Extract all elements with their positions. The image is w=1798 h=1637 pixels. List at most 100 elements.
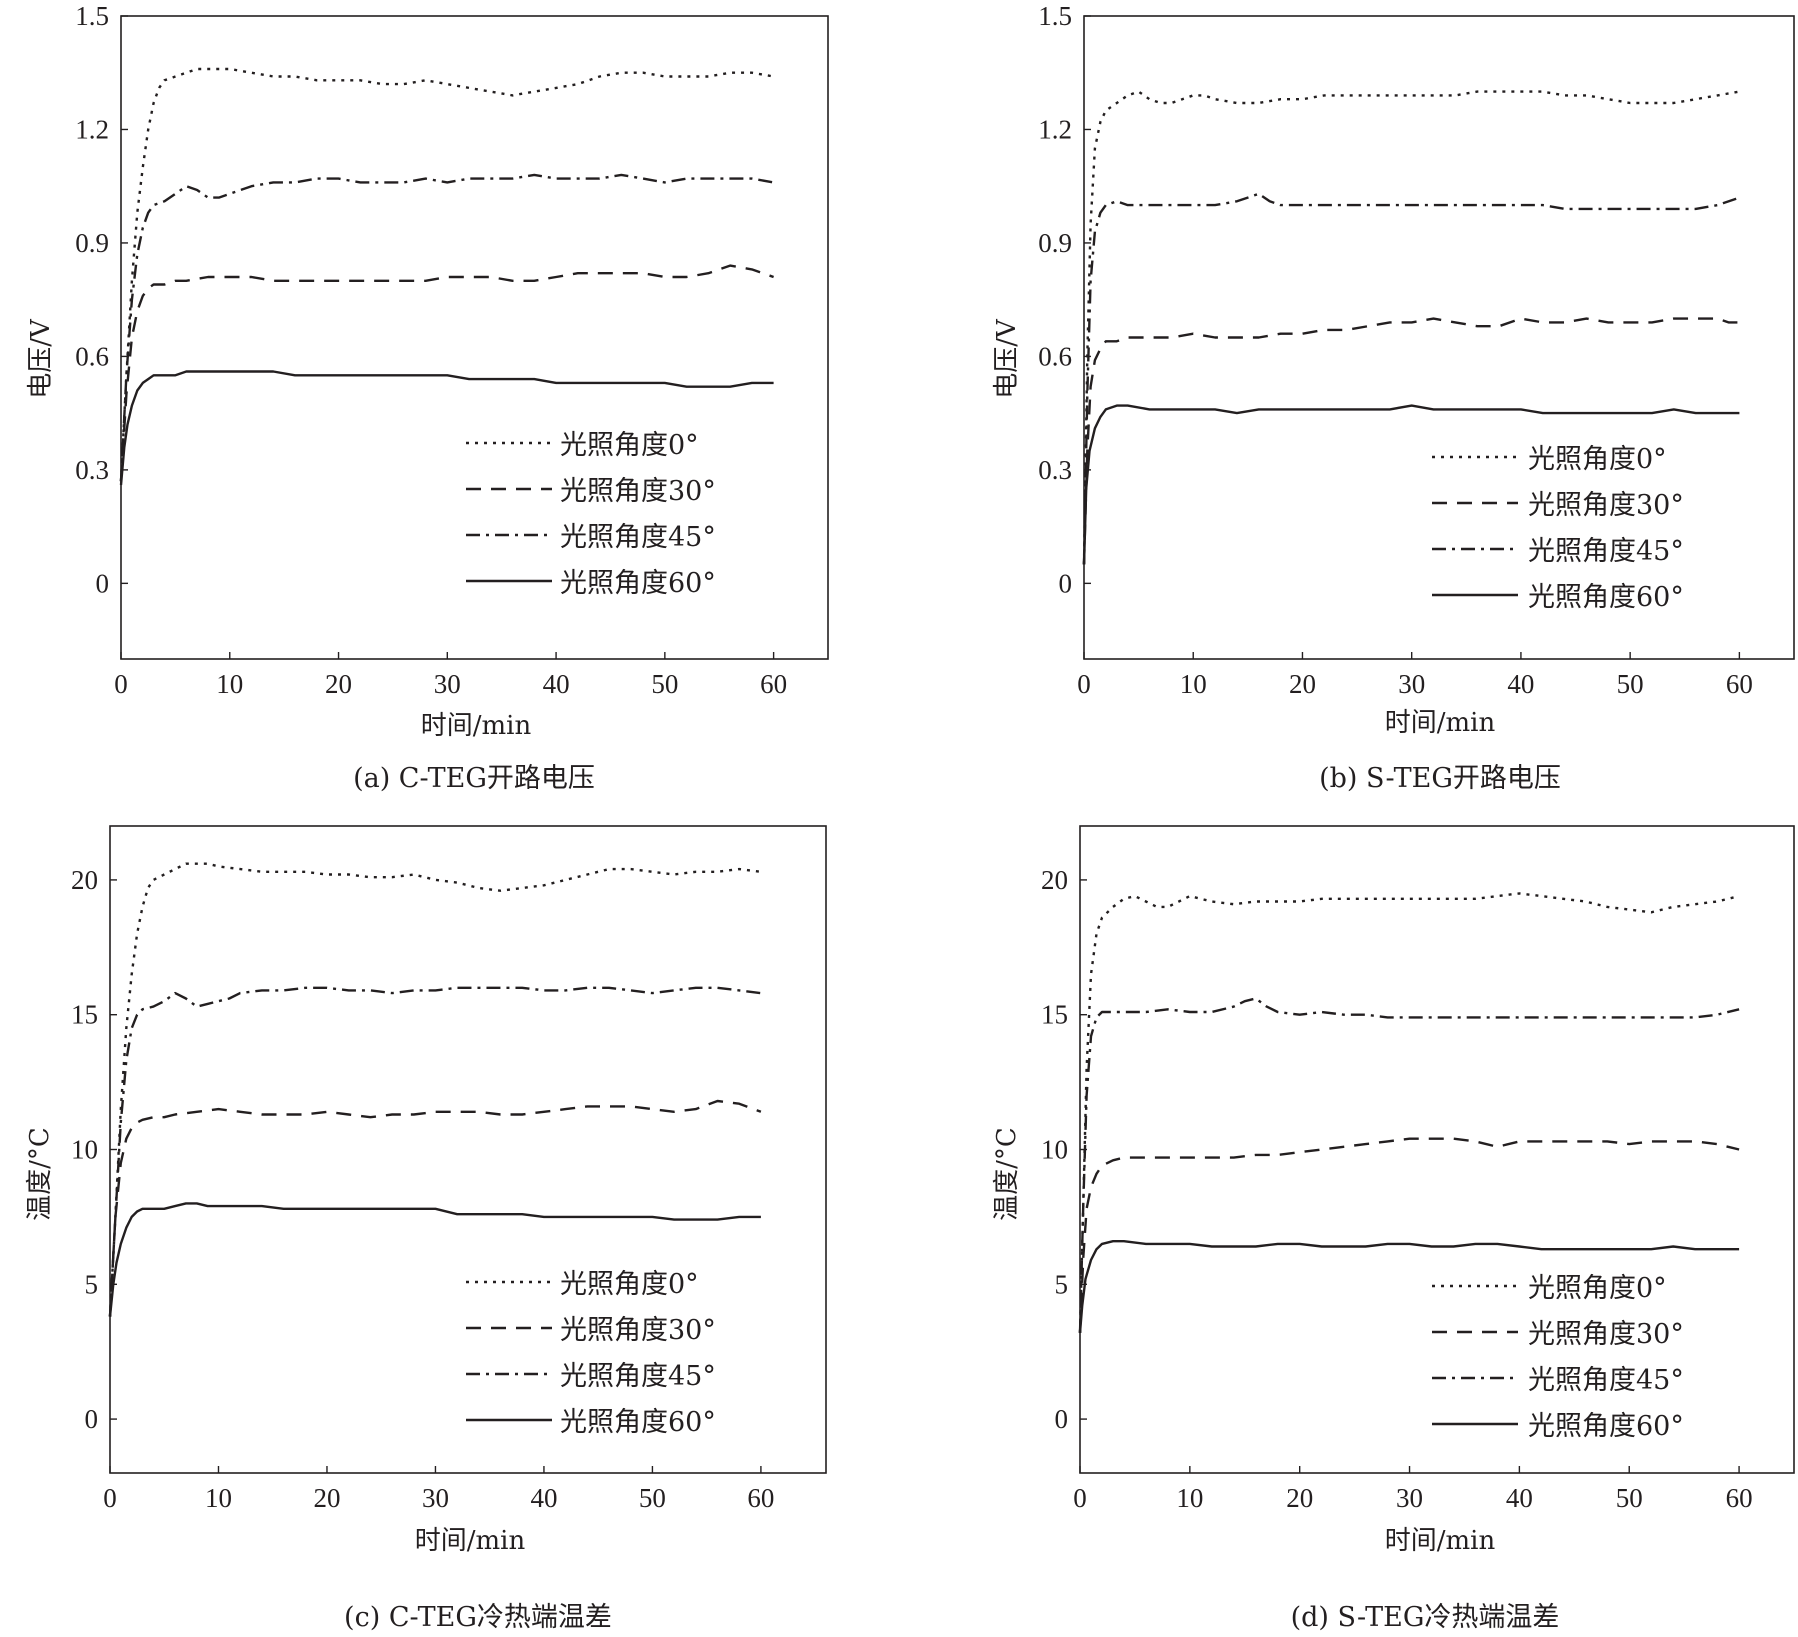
series-line-c-1 — [108, 1099, 762, 1317]
x-tick-label-d-3: 30 — [1396, 1483, 1423, 1513]
series-line-d-3 — [1078, 1240, 1740, 1333]
series-line-a-1 — [119, 264, 774, 482]
x-tick-label-a-6: 60 — [760, 669, 787, 699]
panel-a: 电压/V 时间/min (a) C-TEG开路电压 光照角度0° 光照角度30°… — [26, 1, 829, 794]
y-tick-label-b-4: 1.2 — [1038, 114, 1072, 144]
legend-b-label-3: 光照角度60° — [1528, 582, 1684, 613]
x-tick-label-a-5: 50 — [651, 669, 678, 699]
x-tick-label-b-4: 40 — [1507, 669, 1534, 699]
y-tick-label-a-2: 0.6 — [75, 341, 109, 371]
legend-d-label-1: 光照角度30° — [1528, 1319, 1684, 1350]
legend-a-label-1: 光照角度30° — [560, 476, 716, 507]
series-line-c-0 — [108, 862, 762, 1317]
y-tick-label-d-2: 10 — [1041, 1135, 1068, 1165]
series-line-d-0 — [1078, 892, 1740, 1333]
x-tick-label-a-4: 40 — [543, 669, 570, 699]
legend-a-label-0: 光照角度0° — [560, 430, 699, 461]
legend-b-label-1: 光照角度30° — [1528, 490, 1684, 521]
y-tick-label-c-4: 20 — [71, 865, 98, 895]
ylabel-c: 温度/°C — [25, 1127, 55, 1221]
x-tick-label-b-3: 30 — [1398, 669, 1425, 699]
x-tick-label-b-6: 60 — [1726, 669, 1753, 699]
y-tick-label-b-3: 0.9 — [1038, 228, 1072, 258]
y-tick-label-c-1: 5 — [85, 1269, 99, 1299]
y-tick-label-b-0: 0 — [1059, 568, 1073, 598]
panel-d: 温度/°C 时间/min (d) S-TEG冷热端温差 光照角度0° 光照角度3… — [992, 825, 1795, 1633]
legend-c-label-0: 光照角度0° — [560, 1269, 699, 1300]
legend-b-label-2: 光照角度45° — [1528, 536, 1684, 567]
x-tick-label-a-0: 0 — [114, 669, 128, 699]
x-tick-label-b-2: 20 — [1289, 669, 1316, 699]
y-tick-label-a-4: 1.2 — [75, 114, 109, 144]
y-tick-label-d-4: 20 — [1041, 865, 1068, 895]
y-tick-label-a-1: 0.3 — [75, 455, 109, 485]
legend-a-label-2: 光照角度45° — [560, 522, 716, 553]
x-tick-label-d-4: 40 — [1506, 1483, 1533, 1513]
y-tick-label-d-0: 0 — [1055, 1404, 1069, 1434]
xlabel-b: 时间/min — [1385, 708, 1496, 738]
x-tick-label-b-0: 0 — [1077, 669, 1091, 699]
x-tick-label-c-6: 60 — [747, 1483, 774, 1513]
legend-c-label-3: 光照角度60° — [560, 1407, 716, 1438]
x-tick-label-b-5: 50 — [1617, 669, 1644, 699]
x-tick-label-c-3: 30 — [422, 1483, 449, 1513]
series-line-d-1 — [1078, 1137, 1740, 1333]
plot-frame-d — [1079, 825, 1795, 1474]
x-tick-label-d-5: 50 — [1616, 1483, 1643, 1513]
legend-d: 光照角度0° 光照角度30° 光照角度45° 光照角度60° — [1528, 1273, 1684, 1442]
legend-a: 光照角度0° 光照角度30° 光照角度45° 光照角度60° — [560, 430, 716, 599]
y-tick-label-a-5: 1.5 — [75, 1, 109, 31]
y-tick-label-a-0: 0 — [96, 568, 110, 598]
ylabel-a: 电压/V — [26, 318, 56, 399]
x-tick-label-b-1: 10 — [1180, 669, 1207, 699]
legend-c-label-1: 光照角度30° — [560, 1315, 716, 1346]
ylabel-b: 电压/V — [992, 318, 1022, 399]
series-line-b-3 — [1082, 404, 1740, 565]
x-tick-label-d-6: 60 — [1726, 1483, 1753, 1513]
x-tick-label-c-1: 10 — [205, 1483, 232, 1513]
plot-frame-c — [109, 825, 827, 1474]
y-tick-label-b-2: 0.6 — [1038, 341, 1072, 371]
caption-a: (a) C-TEG开路电压 — [353, 763, 595, 794]
x-tick-label-c-4: 40 — [530, 1483, 557, 1513]
series-line-a-2 — [119, 173, 774, 482]
y-tick-label-c-3: 15 — [71, 1000, 98, 1030]
x-tick-label-a-2: 20 — [325, 669, 352, 699]
legend-d-label-2: 光照角度45° — [1528, 1365, 1684, 1396]
x-tick-label-c-2: 20 — [313, 1483, 340, 1513]
panel-b: 电压/V 时间/min (b) S-TEG开路电压 光照角度0° 光照角度30°… — [992, 1, 1795, 794]
caption-c: (c) C-TEG冷热端温差 — [344, 1602, 612, 1633]
x-tick-label-d-1: 10 — [1176, 1483, 1203, 1513]
legend-a-label-3: 光照角度60° — [560, 568, 716, 599]
series-line-c-3 — [108, 1202, 761, 1317]
series-line-d-2 — [1078, 997, 1740, 1333]
legend-c: 光照角度0° 光照角度30° 光照角度45° 光照角度60° — [560, 1269, 716, 1438]
series-line-b-1 — [1082, 317, 1740, 565]
ylabel-d: 温度/°C — [992, 1127, 1022, 1221]
series-line-a-0 — [119, 67, 774, 482]
legend-d-label-3: 光照角度60° — [1528, 1411, 1684, 1442]
series-line-c-2 — [108, 986, 762, 1317]
y-tick-label-c-2: 10 — [71, 1135, 98, 1165]
y-tick-label-b-1: 0.3 — [1038, 455, 1072, 485]
x-tick-label-d-0: 0 — [1073, 1483, 1087, 1513]
caption-b: (b) S-TEG开路电压 — [1319, 763, 1561, 794]
x-tick-label-a-3: 30 — [434, 669, 461, 699]
y-tick-label-b-5: 1.5 — [1038, 1, 1072, 31]
legend-c-label-2: 光照角度45° — [560, 1361, 716, 1392]
xlabel-a: 时间/min — [421, 711, 532, 741]
caption-d: (d) S-TEG冷热端温差 — [1291, 1602, 1560, 1633]
x-tick-label-a-1: 10 — [216, 669, 243, 699]
x-tick-label-c-5: 50 — [639, 1483, 666, 1513]
y-tick-label-d-1: 5 — [1055, 1269, 1069, 1299]
legend-b-label-0: 光照角度0° — [1528, 444, 1667, 475]
y-tick-label-a-3: 0.9 — [75, 228, 109, 258]
plot-frame-b — [1083, 15, 1795, 660]
x-tick-label-d-2: 20 — [1286, 1483, 1313, 1513]
xlabel-c: 时间/min — [415, 1526, 526, 1556]
x-tick-label-c-0: 0 — [103, 1483, 117, 1513]
y-tick-label-d-3: 15 — [1041, 1000, 1068, 1030]
y-tick-label-c-0: 0 — [85, 1404, 99, 1434]
panel-c: 温度/°C 时间/min (c) C-TEG冷热端温差 光照角度0° 光照角度3… — [25, 825, 827, 1633]
